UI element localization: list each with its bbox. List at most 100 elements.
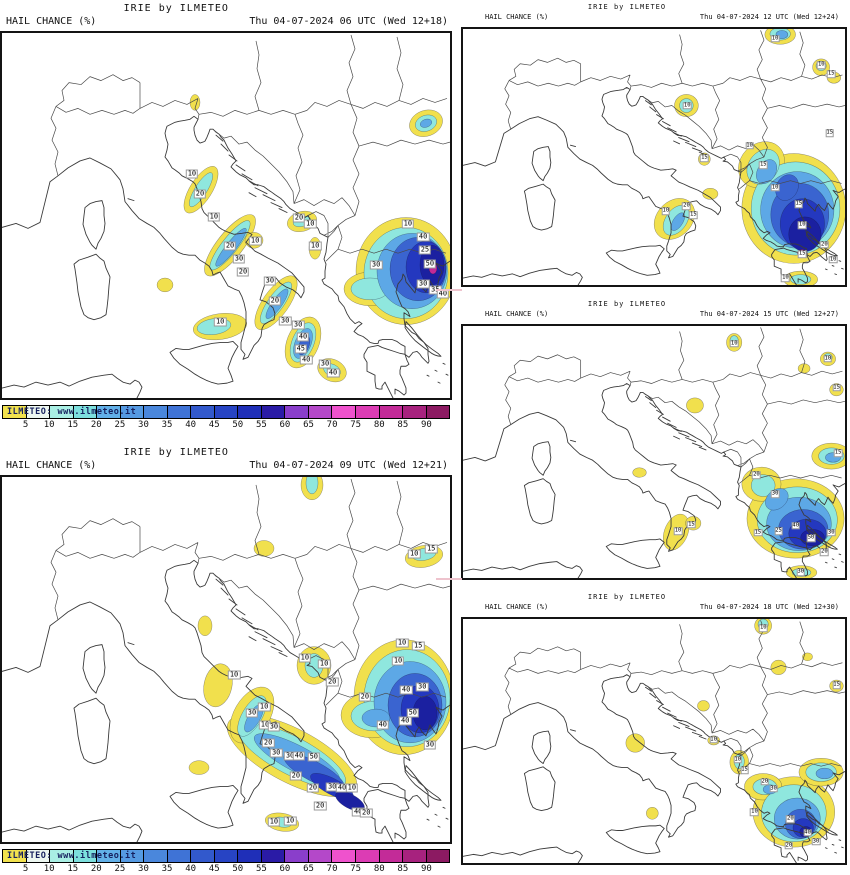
colorbar-cell <box>144 850 168 862</box>
panel-header: IRIE by ILMETEO HAIL CHANCE (%) Thu 04-0… <box>461 590 847 617</box>
colorbar-cell <box>3 406 27 418</box>
colorbar-tick: 60 <box>279 864 291 874</box>
contour-label: 10 <box>391 656 405 666</box>
colorbar-cell <box>167 406 192 418</box>
colorbar-cell <box>261 850 286 862</box>
contour-label: 10 <box>770 183 780 192</box>
colorbar-cell <box>144 406 168 418</box>
colorbar-tick: 35 <box>161 864 173 874</box>
colorbar-tick: 65 <box>303 864 314 874</box>
panel-hail-09utc: IRIE by ILMETEO HAIL CHANCE (%) Thu 04-0… <box>0 444 452 875</box>
colorbar-cell <box>120 406 145 418</box>
contour-label: 10 <box>797 221 807 229</box>
contour-label: 20 <box>306 783 320 793</box>
map-area: 10 15 10 10 15 20 30 10 20 40 30 20 <box>461 617 847 865</box>
contour-label: 20 <box>261 738 275 748</box>
contour-label: 30 <box>245 708 259 718</box>
contour-label: 20 <box>268 296 282 306</box>
right-column: IRIE by ILMETEO HAIL CHANCE (%) Thu 04-0… <box>461 0 847 865</box>
colorbar-cell <box>3 850 27 862</box>
contour-label: 10 <box>661 207 671 216</box>
contour-label: 10 <box>682 101 692 110</box>
contour-label: 15 <box>411 641 425 651</box>
colorbar-tick: 5 <box>22 864 29 874</box>
colorbar-tick: 85 <box>397 864 409 874</box>
contour-label: 50 <box>806 534 816 542</box>
contour-label: 15 <box>797 250 807 259</box>
watermark: ILMETEO: www.ilmeteo.it <box>7 851 137 861</box>
variable-label: HAIL CHANCE (%) <box>485 603 549 611</box>
contour-labels-layer: 10 20 10 20 30 20 10 20 10 10 30 20 30 10 30 40 45 40 30 40… <box>2 33 450 398</box>
contour-labels-layer: 10 15 10 10 20 10 30 10 10 30 20 30 30 40 50 20 20 30 40 10… <box>2 477 450 842</box>
contour-label: 15 <box>826 70 836 79</box>
contour-label: 20 <box>223 241 237 251</box>
contour-label: 30 <box>769 785 778 793</box>
contour-label: 15 <box>825 129 835 138</box>
colorbar-cell <box>308 406 333 418</box>
contour-label: 15 <box>700 154 709 163</box>
model-title: IRIE by ILMETEO <box>587 3 667 11</box>
colorbar-tick: 25 <box>114 420 126 430</box>
contour-label: 20 <box>313 801 327 811</box>
contour-label: 25 <box>418 245 432 255</box>
colorbar-cell <box>214 850 239 862</box>
contour-label: 30 <box>770 490 780 499</box>
colorbar-cell <box>355 850 380 862</box>
colorbar-tick: 45 <box>208 420 220 430</box>
contour-label: 30 <box>826 529 836 537</box>
contour-label: 10 <box>207 212 221 222</box>
colorbar-block: ILMETEO: www.ilmeteo.it 5 10 15 20 25 30 35 40 4… <box>2 405 450 431</box>
contour-label: 10 <box>781 274 790 282</box>
contour-label: 10 <box>401 219 415 229</box>
valid-time-label: Thu 04-07-2024 12 UTC (Wed 12+24) <box>699 13 839 21</box>
colorbar-tick: 80 <box>373 420 385 430</box>
contour-label: 40 <box>398 716 412 726</box>
colorbar-cell <box>261 406 286 418</box>
colorbar-tick: 90 <box>420 864 432 874</box>
contour-label: 10 <box>213 317 227 327</box>
watermark: ILMETEO: www.ilmeteo.it <box>7 407 137 417</box>
colorbar-tick: 75 <box>350 420 362 430</box>
map-area: 10 10 15 10 15 15 20 30 40 25 15 50 30 20 30 <box>461 324 847 580</box>
colorbar-cell <box>191 406 215 418</box>
contour-label: 20 <box>193 189 207 199</box>
colorbar-tick: 65 <box>303 420 314 430</box>
panel-hail-15utc: IRIE by ILMETEO HAIL CHANCE (%) Thu 04-0… <box>461 297 847 580</box>
colorbar-cell <box>73 850 98 862</box>
contour-label: 45 <box>294 344 308 354</box>
contour-label: 30 <box>369 260 383 270</box>
colorbar-cell <box>332 406 356 418</box>
contour-label: 15 <box>424 544 438 554</box>
colorbar-tick: 40 <box>185 864 197 874</box>
map-area: 10 20 10 20 30 20 10 20 10 10 30 20 30 10 30 40 45 40 30 40… <box>0 31 452 400</box>
separator-artifact <box>436 578 462 580</box>
model-title: IRIE by ILMETEO <box>587 300 667 308</box>
colorbar-tick: 30 <box>138 420 149 430</box>
colorbar-ticks: 5 10 15 20 25 30 35 40 45 50 55 60 65 70 75 80 85 90 <box>2 863 450 875</box>
contour-label: 10 <box>750 808 759 817</box>
contour-label: 40 <box>326 368 340 378</box>
contour-label: 15 <box>832 681 841 690</box>
colorbar-tick: 10 <box>43 420 55 430</box>
contour-label: 40 <box>791 522 801 530</box>
map-area: 10 15 10 10 20 10 30 10 10 30 20 30 30 40 50 20 20 30 40 10… <box>0 475 452 844</box>
contour-label: 10 <box>733 755 742 764</box>
colorbar-tick: 80 <box>373 864 385 874</box>
panel-header: IRIE by ILMETEO HAIL CHANCE (%) Thu 04-0… <box>461 0 847 27</box>
contour-label: 10 <box>308 241 322 251</box>
contour-label: 20 <box>360 808 373 818</box>
contour-label: 40 <box>416 232 430 242</box>
contour-label: 30 <box>291 320 305 330</box>
contour-label: 10 <box>817 61 826 69</box>
colorbar-block: ILMETEO: www.ilmeteo.it 5 10 15 20 25 30 35 40 4… <box>2 849 450 875</box>
colorbar-cell <box>426 850 450 862</box>
contour-label: 30 <box>796 568 805 577</box>
colorbar-cell <box>50 406 74 418</box>
contour-label: 20 <box>760 778 770 786</box>
contour-label: 40 <box>803 828 812 837</box>
colorbar-cell <box>355 406 380 418</box>
contour-label: 10 <box>227 670 241 680</box>
colorbar-cell <box>238 850 262 862</box>
contour-label: 50 <box>406 708 420 718</box>
